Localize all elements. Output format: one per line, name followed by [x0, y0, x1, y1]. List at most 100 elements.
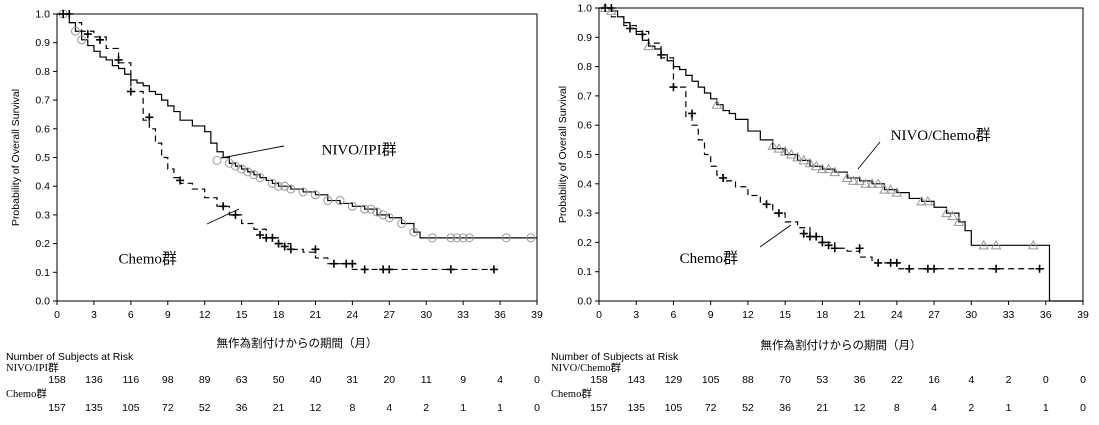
risk-table-value: 52 — [742, 402, 754, 414]
censor-mark-plus — [268, 233, 277, 242]
censor-mark-plus — [930, 264, 939, 273]
risk-table-value: 0 — [1080, 402, 1086, 414]
risk-table-value: 157 — [48, 402, 66, 414]
y-tick-label: 0.9 — [577, 32, 592, 44]
censor-mark-plus — [892, 258, 901, 267]
risk-table-value: 105 — [665, 402, 683, 414]
censor-mark-plus — [176, 176, 185, 185]
censor-mark-circle — [255, 173, 265, 183]
censor-mark-circle — [298, 187, 308, 197]
risk-table-value: 2 — [1006, 374, 1012, 386]
x-axis-label: 無作為割付けからの期間（月） — [761, 338, 922, 352]
censor-mark-circle — [243, 167, 253, 177]
x-tick-label: 24 — [347, 309, 359, 321]
censor-mark-plus — [360, 265, 369, 274]
censor-mark-triangle — [786, 148, 797, 159]
censor-mark-triangle — [990, 239, 1002, 250]
censor-mark-triangle — [767, 140, 779, 150]
risk-table-value: 4 — [968, 374, 974, 386]
risk-table-value: 53 — [817, 374, 829, 386]
survival-curve-1 — [599, 7, 1083, 302]
y-tick-label: 0.6 — [35, 123, 50, 135]
censor-mark-plus — [669, 83, 678, 92]
risk-table-value: 143 — [627, 374, 645, 386]
censor-mark-plus — [96, 35, 105, 44]
censor-mark-circle — [384, 213, 394, 223]
x-tick-label: 21 — [310, 309, 322, 321]
y-tick-label: 0.8 — [577, 61, 592, 73]
y-tick-label: 0.1 — [577, 266, 592, 278]
censor-mark-triangle — [817, 163, 828, 174]
y-tick-label: 0.4 — [577, 178, 592, 190]
x-tick-label: 18 — [817, 309, 829, 321]
risk-table-title: Number of Subjects at Risk — [551, 351, 679, 363]
censor-mark-plus — [446, 265, 455, 274]
risk-table-value: 8 — [894, 402, 900, 414]
censor-mark-circle — [409, 227, 419, 237]
x-tick-label: 24 — [891, 309, 903, 321]
censor-mark-circle — [70, 26, 80, 36]
x-tick-label: 27 — [928, 309, 940, 321]
risk-table-group-label: Chemo群 — [551, 387, 592, 400]
censor-mark-plus — [280, 242, 289, 251]
censor-mark-triangle — [866, 178, 878, 188]
risk-table-value: 63 — [236, 374, 248, 386]
risk-table-value: 157 — [590, 402, 608, 414]
y-tick-label: 0.0 — [35, 296, 50, 308]
censor-mark-plus — [385, 265, 394, 274]
censor-mark-triangle — [804, 157, 816, 168]
censor-mark-plus — [719, 173, 728, 182]
x-tick-label: 6 — [671, 309, 677, 321]
risk-table-value: 31 — [347, 374, 359, 386]
censor-mark-triangle — [953, 216, 965, 226]
x-tick-label: 30 — [965, 309, 977, 321]
censor-mark-plus — [219, 202, 228, 211]
censor-mark-plus — [348, 259, 357, 268]
censor-mark-triangle — [792, 151, 803, 162]
censor-mark-plus — [329, 259, 338, 268]
censor-mark-plus — [830, 244, 839, 253]
km-chart-2: 0.00.10.20.30.40.50.60.70.80.91.00 3 6 9 12 1… — [551, 2, 1089, 414]
risk-table-group-label: NIVO/IPI群 — [6, 361, 59, 374]
censor-mark-circle — [347, 201, 357, 211]
x-tick-label: 12 — [742, 309, 754, 321]
censor-mark-plus — [145, 113, 154, 122]
y-tick-label: 0.5 — [577, 149, 592, 161]
risk-table-value: 105 — [702, 374, 720, 386]
x-tick-label: 36 — [494, 309, 506, 321]
censor-mark-circle — [360, 204, 370, 214]
annotation-leader-line — [220, 145, 285, 159]
x-tick-label: 3 — [91, 309, 97, 321]
risk-table-value: 16 — [928, 374, 940, 386]
censor-mark-circle — [397, 219, 407, 229]
risk-table-value: 129 — [665, 374, 683, 386]
risk-table-value: 158 — [590, 374, 608, 386]
risk-table-value: 0 — [534, 374, 540, 386]
censor-mark-plus — [812, 232, 821, 241]
risk-table-value: 70 — [779, 374, 791, 386]
series-annotation: Chemo群 — [680, 250, 738, 267]
x-tick-label: 33 — [457, 309, 469, 321]
censor-mark-triangle — [643, 40, 654, 51]
risk-table-value: 72 — [162, 402, 174, 414]
x-tick-label: 12 — [199, 309, 211, 321]
y-tick-label: 0.6 — [577, 120, 592, 132]
censor-mark-circle — [224, 158, 234, 168]
y-axis-label: Probability of Overall Survival — [557, 86, 569, 223]
censor-mark-plus — [638, 30, 647, 39]
y-tick-label: 0.0 — [577, 296, 592, 308]
censor-mark-plus — [874, 258, 883, 267]
censor-mark-triangle — [848, 175, 859, 185]
censor-mark-circle — [427, 233, 437, 243]
censor-mark-circle — [274, 181, 284, 191]
censor-mark-plus — [65, 10, 74, 18]
x-tick-label: 15 — [236, 309, 248, 321]
risk-table-value: 21 — [273, 402, 285, 414]
risk-table-value: 135 — [627, 402, 645, 414]
censor-mark-circle — [464, 233, 474, 243]
x-tick-label: 15 — [779, 309, 791, 321]
plot-frame — [598, 7, 1084, 302]
risk-table-value: 4 — [497, 374, 503, 386]
x-tick-label: 0 — [54, 309, 60, 321]
censor-mark-circle — [230, 161, 240, 171]
